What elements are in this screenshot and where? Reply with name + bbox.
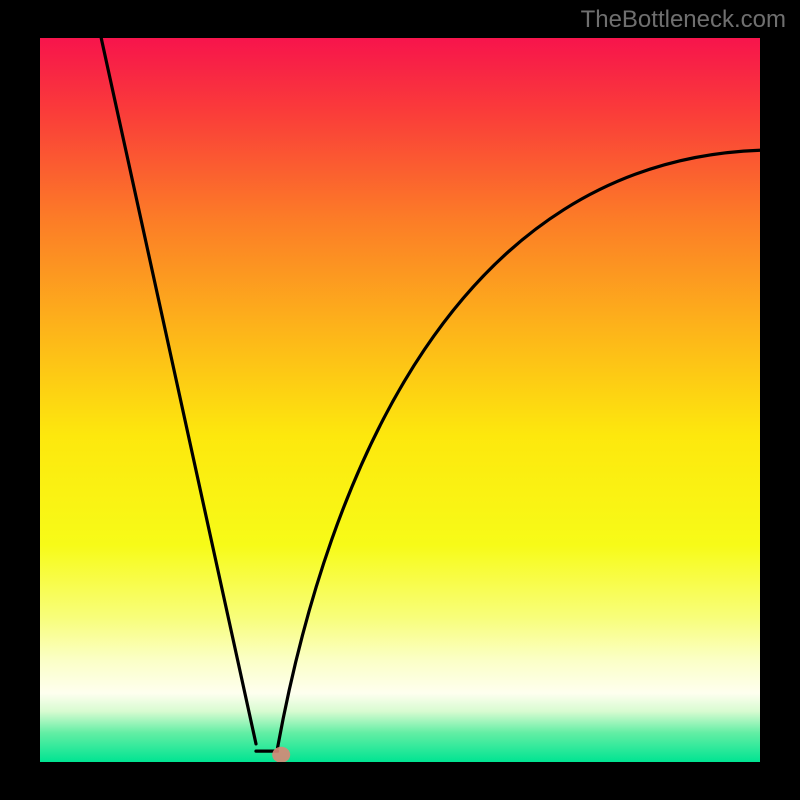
optimum-marker [272, 747, 290, 762]
watermark-text: TheBottleneck.com [581, 6, 786, 34]
plot-area [40, 38, 760, 762]
bottleneck-curve [40, 38, 760, 762]
